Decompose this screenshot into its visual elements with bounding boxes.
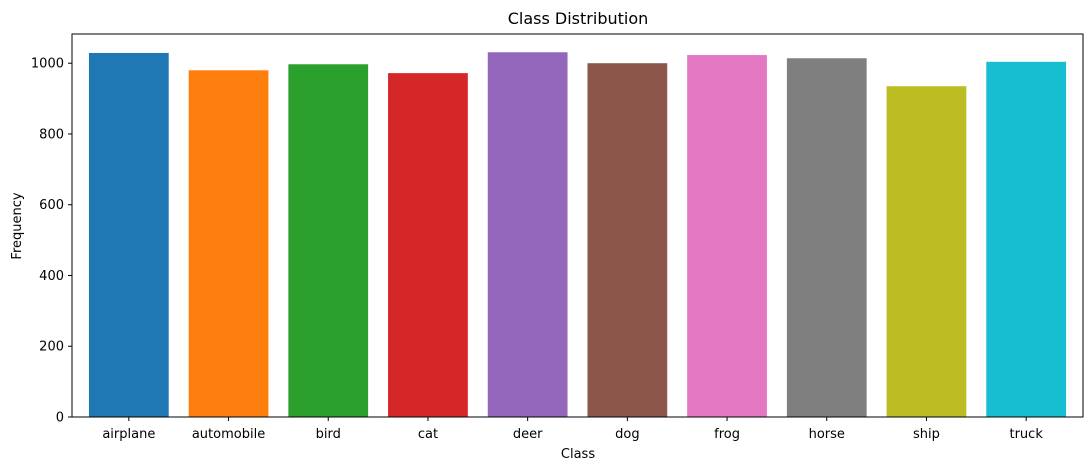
x-tick-label: ship <box>913 427 940 442</box>
x-tick-label: automobile <box>192 427 265 442</box>
x-tick-label: bird <box>316 427 341 442</box>
x-tick-label: deer <box>513 427 543 442</box>
bar-truck <box>986 61 1067 418</box>
y-tick-label: 400 <box>39 269 64 284</box>
x-tick-label: horse <box>809 427 845 442</box>
y-tick-label: 1000 <box>31 57 64 72</box>
x-axis-ticks: airplane automobile bird cat deer dog frog hors… <box>102 417 1043 442</box>
bars-group <box>88 52 1067 418</box>
y-tick-label: 0 <box>56 411 64 426</box>
y-tick-label: 200 <box>39 340 64 355</box>
y-axis-ticks: 0 200 400 600 800 1000 <box>31 57 72 426</box>
bar-horse <box>786 58 867 418</box>
x-tick-label: dog <box>615 427 639 442</box>
bar-deer <box>487 52 568 417</box>
bar-automobile <box>188 70 269 417</box>
x-tick-label: airplane <box>102 427 155 442</box>
bar-ship <box>886 86 967 418</box>
x-tick-label: frog <box>714 427 740 442</box>
y-axis-label: Frequency <box>10 192 25 259</box>
bar-frog <box>687 55 767 417</box>
bar-cat <box>388 73 468 417</box>
x-tick-label: cat <box>418 427 438 442</box>
bar-dog <box>587 63 668 417</box>
y-tick-label: 600 <box>39 198 64 213</box>
bar-bird <box>288 64 369 418</box>
x-axis-label: Class <box>561 447 595 462</box>
plot-frame <box>71 33 1084 418</box>
x-tick-label: truck <box>1009 427 1043 442</box>
y-tick-label: 800 <box>39 127 64 142</box>
chart-title: Class Distribution <box>508 9 649 28</box>
bar-airplane <box>88 52 169 418</box>
